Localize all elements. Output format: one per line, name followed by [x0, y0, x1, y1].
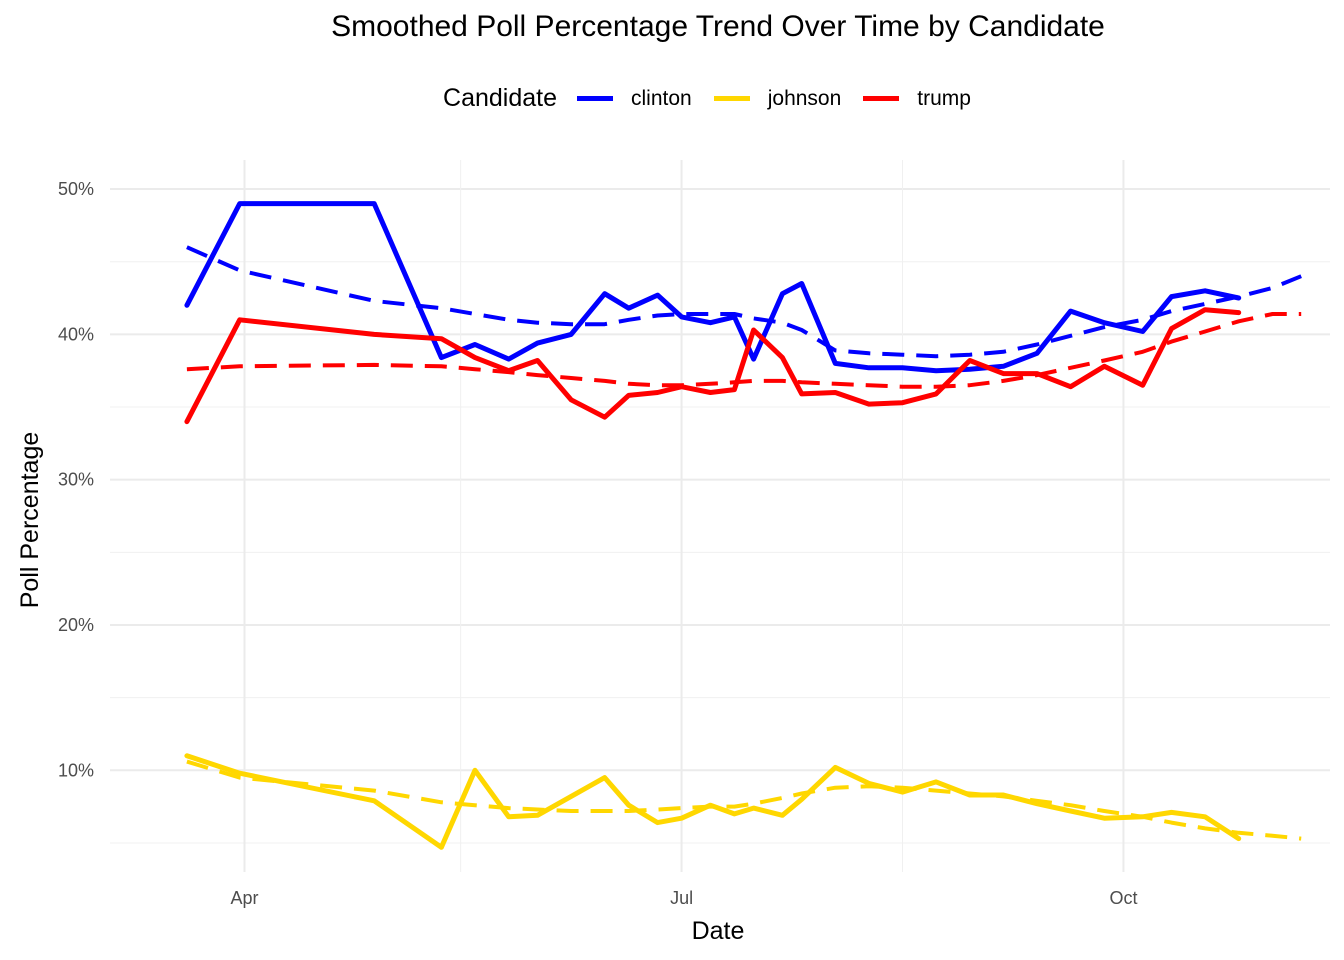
x-axis-title: Date — [692, 917, 745, 945]
x-tick-label: Jul — [670, 888, 693, 908]
grid — [110, 160, 1330, 872]
y-tick-label: 20% — [58, 615, 94, 635]
series-layer — [187, 204, 1301, 848]
x-tick-label: Apr — [230, 888, 258, 908]
y-tick-label: 40% — [58, 324, 94, 344]
smoothed-line-johnson — [187, 762, 1301, 839]
series-line-clinton — [187, 204, 1239, 371]
tick-labels: 10% 20% 30% 40% 50% Apr Jul Oct — [58, 179, 1138, 908]
y-tick-label: 30% — [58, 470, 94, 490]
y-axis-title: Poll Percentage — [16, 432, 44, 609]
smoothed-line-trump — [187, 314, 1301, 387]
x-tick-label: Oct — [1109, 888, 1137, 908]
y-tick-label: 10% — [58, 760, 94, 780]
y-tick-label: 50% — [58, 179, 94, 199]
